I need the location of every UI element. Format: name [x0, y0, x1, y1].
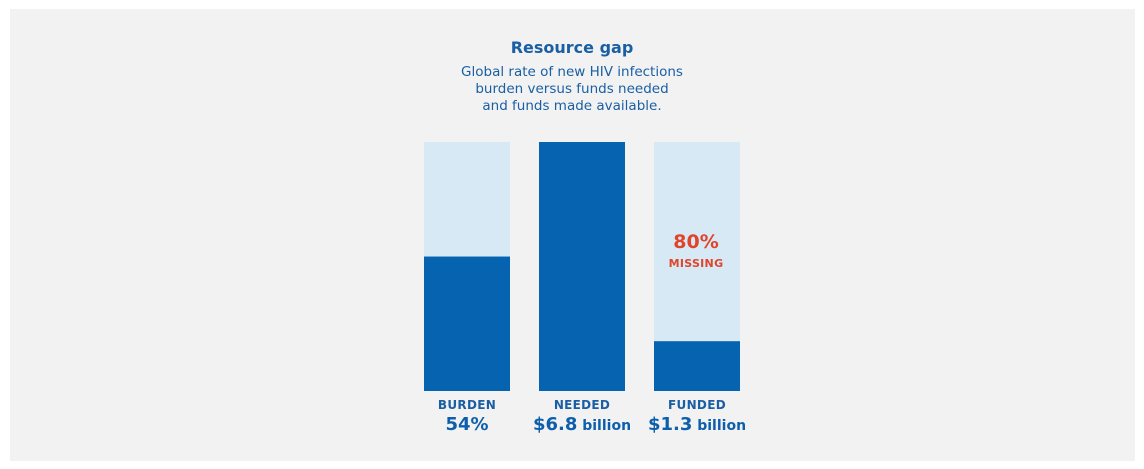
bar-needed	[539, 142, 625, 391]
bar-value-funded-number: $1.3	[647, 414, 693, 435]
bar-label-funded: FUNDED	[668, 398, 726, 412]
missing-percent: 80%	[673, 231, 719, 253]
bar-value-needed: $6.8 billion	[482, 414, 682, 435]
bar-funded	[654, 341, 740, 391]
subtitle-line-2: burden versus funds needed	[475, 81, 669, 97]
chart-subtitle: Global rate of new HIV infections burden…	[0, 64, 1144, 115]
missing-label: MISSING	[668, 257, 724, 270]
bar-value-needed-unit: billion	[577, 418, 632, 434]
bar-label-needed: NEEDED	[553, 398, 611, 412]
subtitle-line-3: and funds made available.	[482, 98, 662, 114]
subtitle-line-1: Global rate of new HIV infections	[461, 64, 683, 80]
chart-title: Resource gap	[510, 38, 634, 57]
bar-value-funded-unit: billion	[692, 418, 747, 434]
bar-value-needed-number: $6.8	[532, 414, 578, 435]
bar-value-funded: $1.3 billion	[597, 414, 797, 435]
bar-label-burden: BURDEN	[437, 398, 497, 412]
bar-burden	[424, 256, 510, 391]
bar-value-burden-number: 54%	[445, 414, 489, 435]
bar-value-burden: 54%	[367, 414, 567, 435]
